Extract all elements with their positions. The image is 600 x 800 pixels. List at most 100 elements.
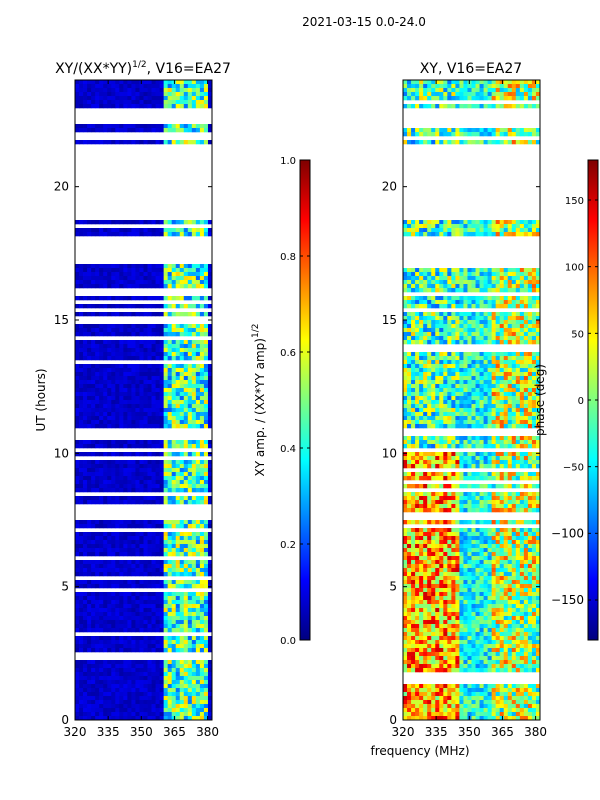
heatmap-cell	[159, 404, 165, 409]
heatmap-cell	[187, 312, 193, 317]
heatmap-cell	[115, 540, 120, 545]
heatmap-cell	[79, 324, 84, 329]
heatmap-cell	[91, 488, 96, 493]
heatmap-cell	[135, 372, 140, 377]
heatmap-cell	[107, 700, 112, 705]
heatmap-cell	[135, 464, 140, 469]
heatmap-cell	[95, 532, 100, 537]
heatmap-cell	[511, 80, 517, 85]
heatmap-cell	[91, 296, 96, 301]
heatmap-cell	[411, 356, 416, 361]
heatmap-cell	[535, 364, 540, 369]
heatmap-cell	[83, 440, 88, 445]
heatmap-cell	[535, 384, 540, 389]
heatmap-cell	[499, 352, 505, 357]
heatmap-cell	[183, 696, 189, 701]
heatmap-cell	[119, 100, 124, 105]
heatmap-cell	[179, 264, 185, 269]
heatmap-cell	[187, 524, 193, 529]
heatmap-cell	[107, 672, 112, 677]
heatmap-cell	[111, 412, 116, 417]
heatmap-cell	[135, 620, 140, 625]
heatmap-cell	[155, 480, 161, 485]
heatmap-cell	[171, 472, 177, 477]
heatmap-cell	[103, 468, 108, 473]
heatmap-cell	[103, 660, 108, 665]
heatmap-cell	[515, 332, 521, 337]
heatmap-cell	[75, 272, 80, 277]
heatmap-cell	[119, 700, 124, 705]
panel-amplitude: XY/(XX*YY)1/2, V16=EA27 320 335 350 365 3800…	[34, 60, 231, 739]
heatmap-cell	[119, 124, 124, 129]
heatmap-cell	[463, 384, 468, 389]
heatmap-cell	[531, 400, 537, 405]
heatmap-cell	[203, 532, 209, 537]
heatmap-cell	[427, 284, 432, 289]
heatmap-cell	[199, 232, 205, 237]
heatmap-cell	[83, 92, 88, 97]
heatmap-cell	[123, 712, 128, 717]
heatmap-cell	[171, 636, 177, 641]
heatmap-cell	[107, 608, 112, 613]
heatmap-cell	[107, 544, 112, 549]
heatmap-cell	[403, 84, 408, 89]
heatmap-cell	[523, 80, 529, 85]
heatmap-cell	[147, 600, 152, 605]
heatmap-cell	[503, 328, 509, 333]
heatmap-cell	[479, 392, 484, 397]
heatmap-cell	[507, 228, 513, 233]
heatmap-cell	[191, 648, 197, 653]
heatmap-cell	[195, 484, 201, 489]
heatmap-cell	[111, 340, 116, 345]
heatmap-cell	[83, 424, 88, 429]
heatmap-cell	[515, 268, 521, 273]
heatmap-cell	[131, 268, 136, 273]
heatmap-cell	[195, 364, 201, 369]
heatmap-cell	[155, 80, 161, 85]
heatmap-cell	[163, 700, 169, 705]
heatmap-cell	[407, 316, 412, 321]
heatmap-cell	[75, 584, 80, 589]
heatmap-cell	[191, 408, 197, 413]
heatmap-cell	[175, 412, 181, 417]
heatmap-cell	[107, 476, 112, 481]
heatmap-cell	[127, 392, 132, 397]
heatmap-cell	[511, 276, 517, 281]
heatmap-cell	[499, 224, 505, 229]
heatmap-cell	[127, 296, 132, 301]
heatmap-cell	[75, 280, 80, 285]
heatmap-cell	[503, 140, 509, 145]
heatmap-cell	[147, 716, 152, 720]
heatmap-cell	[135, 468, 140, 473]
heatmap-cell	[95, 352, 100, 357]
heatmap-cell	[171, 552, 177, 557]
heatmap-cell	[87, 364, 92, 369]
heatmap-cell	[407, 380, 412, 385]
heatmap-cell	[143, 672, 148, 677]
heatmap-cell	[463, 300, 468, 305]
heatmap-cell	[131, 628, 136, 633]
heatmap-cell	[183, 88, 189, 93]
heatmap-cell	[95, 96, 100, 101]
heatmap-cell	[203, 616, 209, 621]
heatmap-cell	[111, 384, 116, 389]
heatmap-cell	[147, 684, 152, 689]
heatmap-cell	[203, 380, 209, 385]
heatmap-cell	[75, 324, 80, 329]
heatmap-cell	[531, 340, 537, 345]
heatmap-cell	[155, 564, 161, 569]
heatmap-cell	[475, 392, 480, 397]
heatmap-cell	[99, 464, 104, 469]
heatmap-cell	[135, 344, 140, 349]
heatmap-cell	[95, 624, 100, 629]
heatmap-cell	[403, 228, 408, 233]
heatmap-cell	[115, 304, 120, 309]
heatmap-cell	[79, 480, 84, 485]
heatmap-cell	[87, 96, 92, 101]
heatmap-cell	[123, 648, 128, 653]
heatmap-cell	[99, 444, 104, 449]
heatmap-cell	[91, 584, 96, 589]
heatmap-cell	[147, 568, 152, 573]
heatmap-cell	[135, 420, 140, 425]
heatmap-cell	[427, 84, 432, 89]
